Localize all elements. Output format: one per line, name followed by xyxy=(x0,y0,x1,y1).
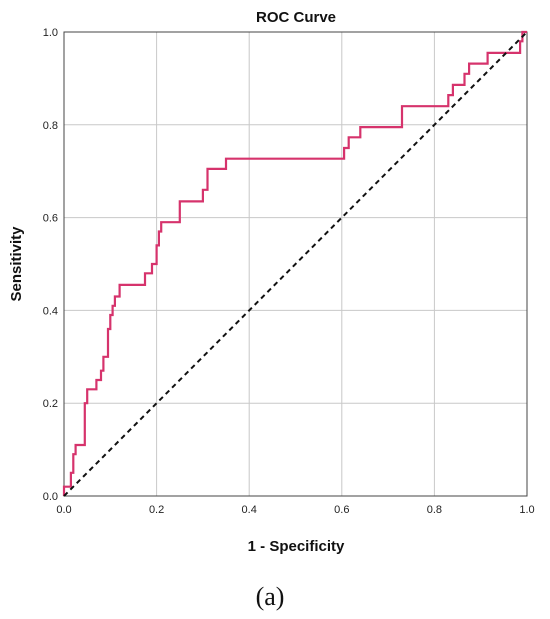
plot-area xyxy=(63,31,528,497)
grid-lines xyxy=(64,32,527,496)
y-tick-label: 0.4 xyxy=(43,305,58,317)
y-tick-label: 1.0 xyxy=(43,27,58,39)
chart-title: ROC Curve xyxy=(256,9,336,26)
x-axis-ticks: 0.0 0.2 0.4 0.6 0.8 1.0 xyxy=(56,504,534,516)
y-axis-ticks: 0.0 0.2 0.4 0.6 0.8 1.0 xyxy=(43,27,58,503)
y-tick-label: 0.6 xyxy=(43,213,58,225)
y-tick-label: 0.2 xyxy=(43,398,58,410)
x-tick-label: 0.8 xyxy=(427,504,442,516)
x-tick-label: 0.2 xyxy=(149,504,164,516)
y-axis-label: Sensitivity xyxy=(8,226,25,302)
roc-curve-line xyxy=(62,30,527,496)
x-tick-label: 0.4 xyxy=(242,504,257,516)
x-axis-label: 1 - Specificity xyxy=(248,538,345,555)
x-tick-label: 1.0 xyxy=(519,504,534,516)
figure-caption: (a) xyxy=(256,582,285,611)
x-tick-label: 0.6 xyxy=(334,504,349,516)
y-tick-label: 0.8 xyxy=(43,120,58,132)
x-tick-label: 0.0 xyxy=(56,504,71,516)
series-layer xyxy=(62,30,528,497)
reference-diagonal-line xyxy=(63,31,528,497)
y-tick-label: 0.0 xyxy=(43,491,58,503)
